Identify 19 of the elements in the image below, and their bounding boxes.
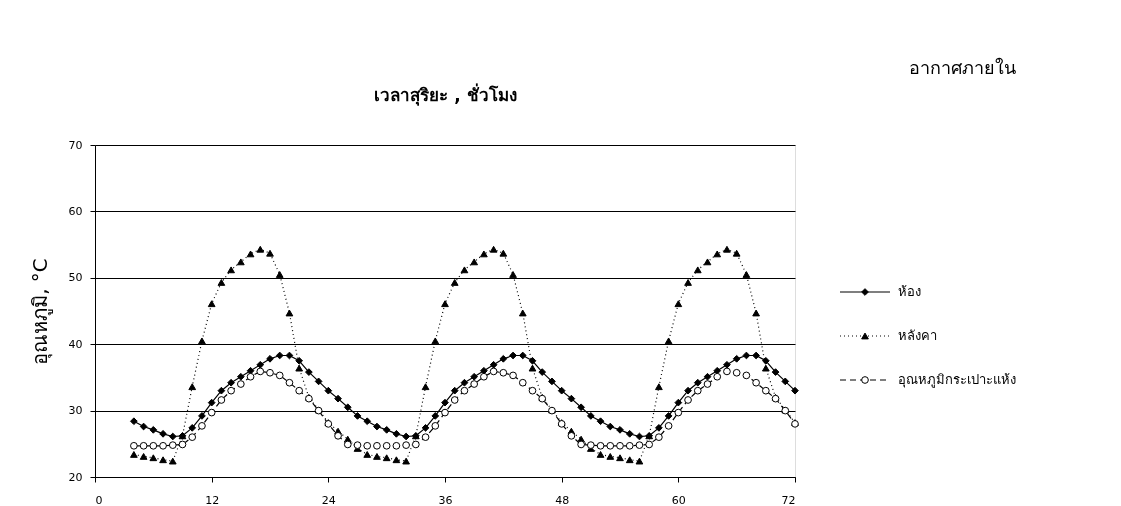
y-tick-label: 30 bbox=[68, 404, 83, 418]
x-tick-label: 12 bbox=[205, 493, 220, 506]
x-axis-title: เวลาสุริยะ , ชั่วโมง bbox=[374, 82, 517, 106]
legend-label: ห้อง bbox=[898, 284, 921, 299]
x-tick-label: 48 bbox=[555, 493, 570, 506]
y-tick-label: 70 bbox=[68, 138, 83, 152]
y-tick-label: 60 bbox=[68, 204, 83, 218]
y-axis-title: อุณหภูมิ, °C bbox=[27, 258, 53, 365]
x-tick-label: 24 bbox=[321, 493, 336, 506]
legend-label: อุณหภูมิกระเปาะแห้ง bbox=[898, 372, 1016, 388]
y-tick-label: 20 bbox=[68, 470, 83, 484]
x-tick-label: 60 bbox=[671, 493, 686, 506]
legend-label: หลังคา bbox=[898, 328, 937, 343]
y-tick-label: 40 bbox=[68, 337, 83, 351]
text: อากาศภายใน bbox=[909, 57, 1016, 78]
x-tick-label: 0 bbox=[95, 493, 103, 506]
x-tick-label: 36 bbox=[438, 493, 453, 506]
x-tick-label: 72 bbox=[781, 493, 796, 506]
y-tick-label: 50 bbox=[68, 271, 83, 285]
